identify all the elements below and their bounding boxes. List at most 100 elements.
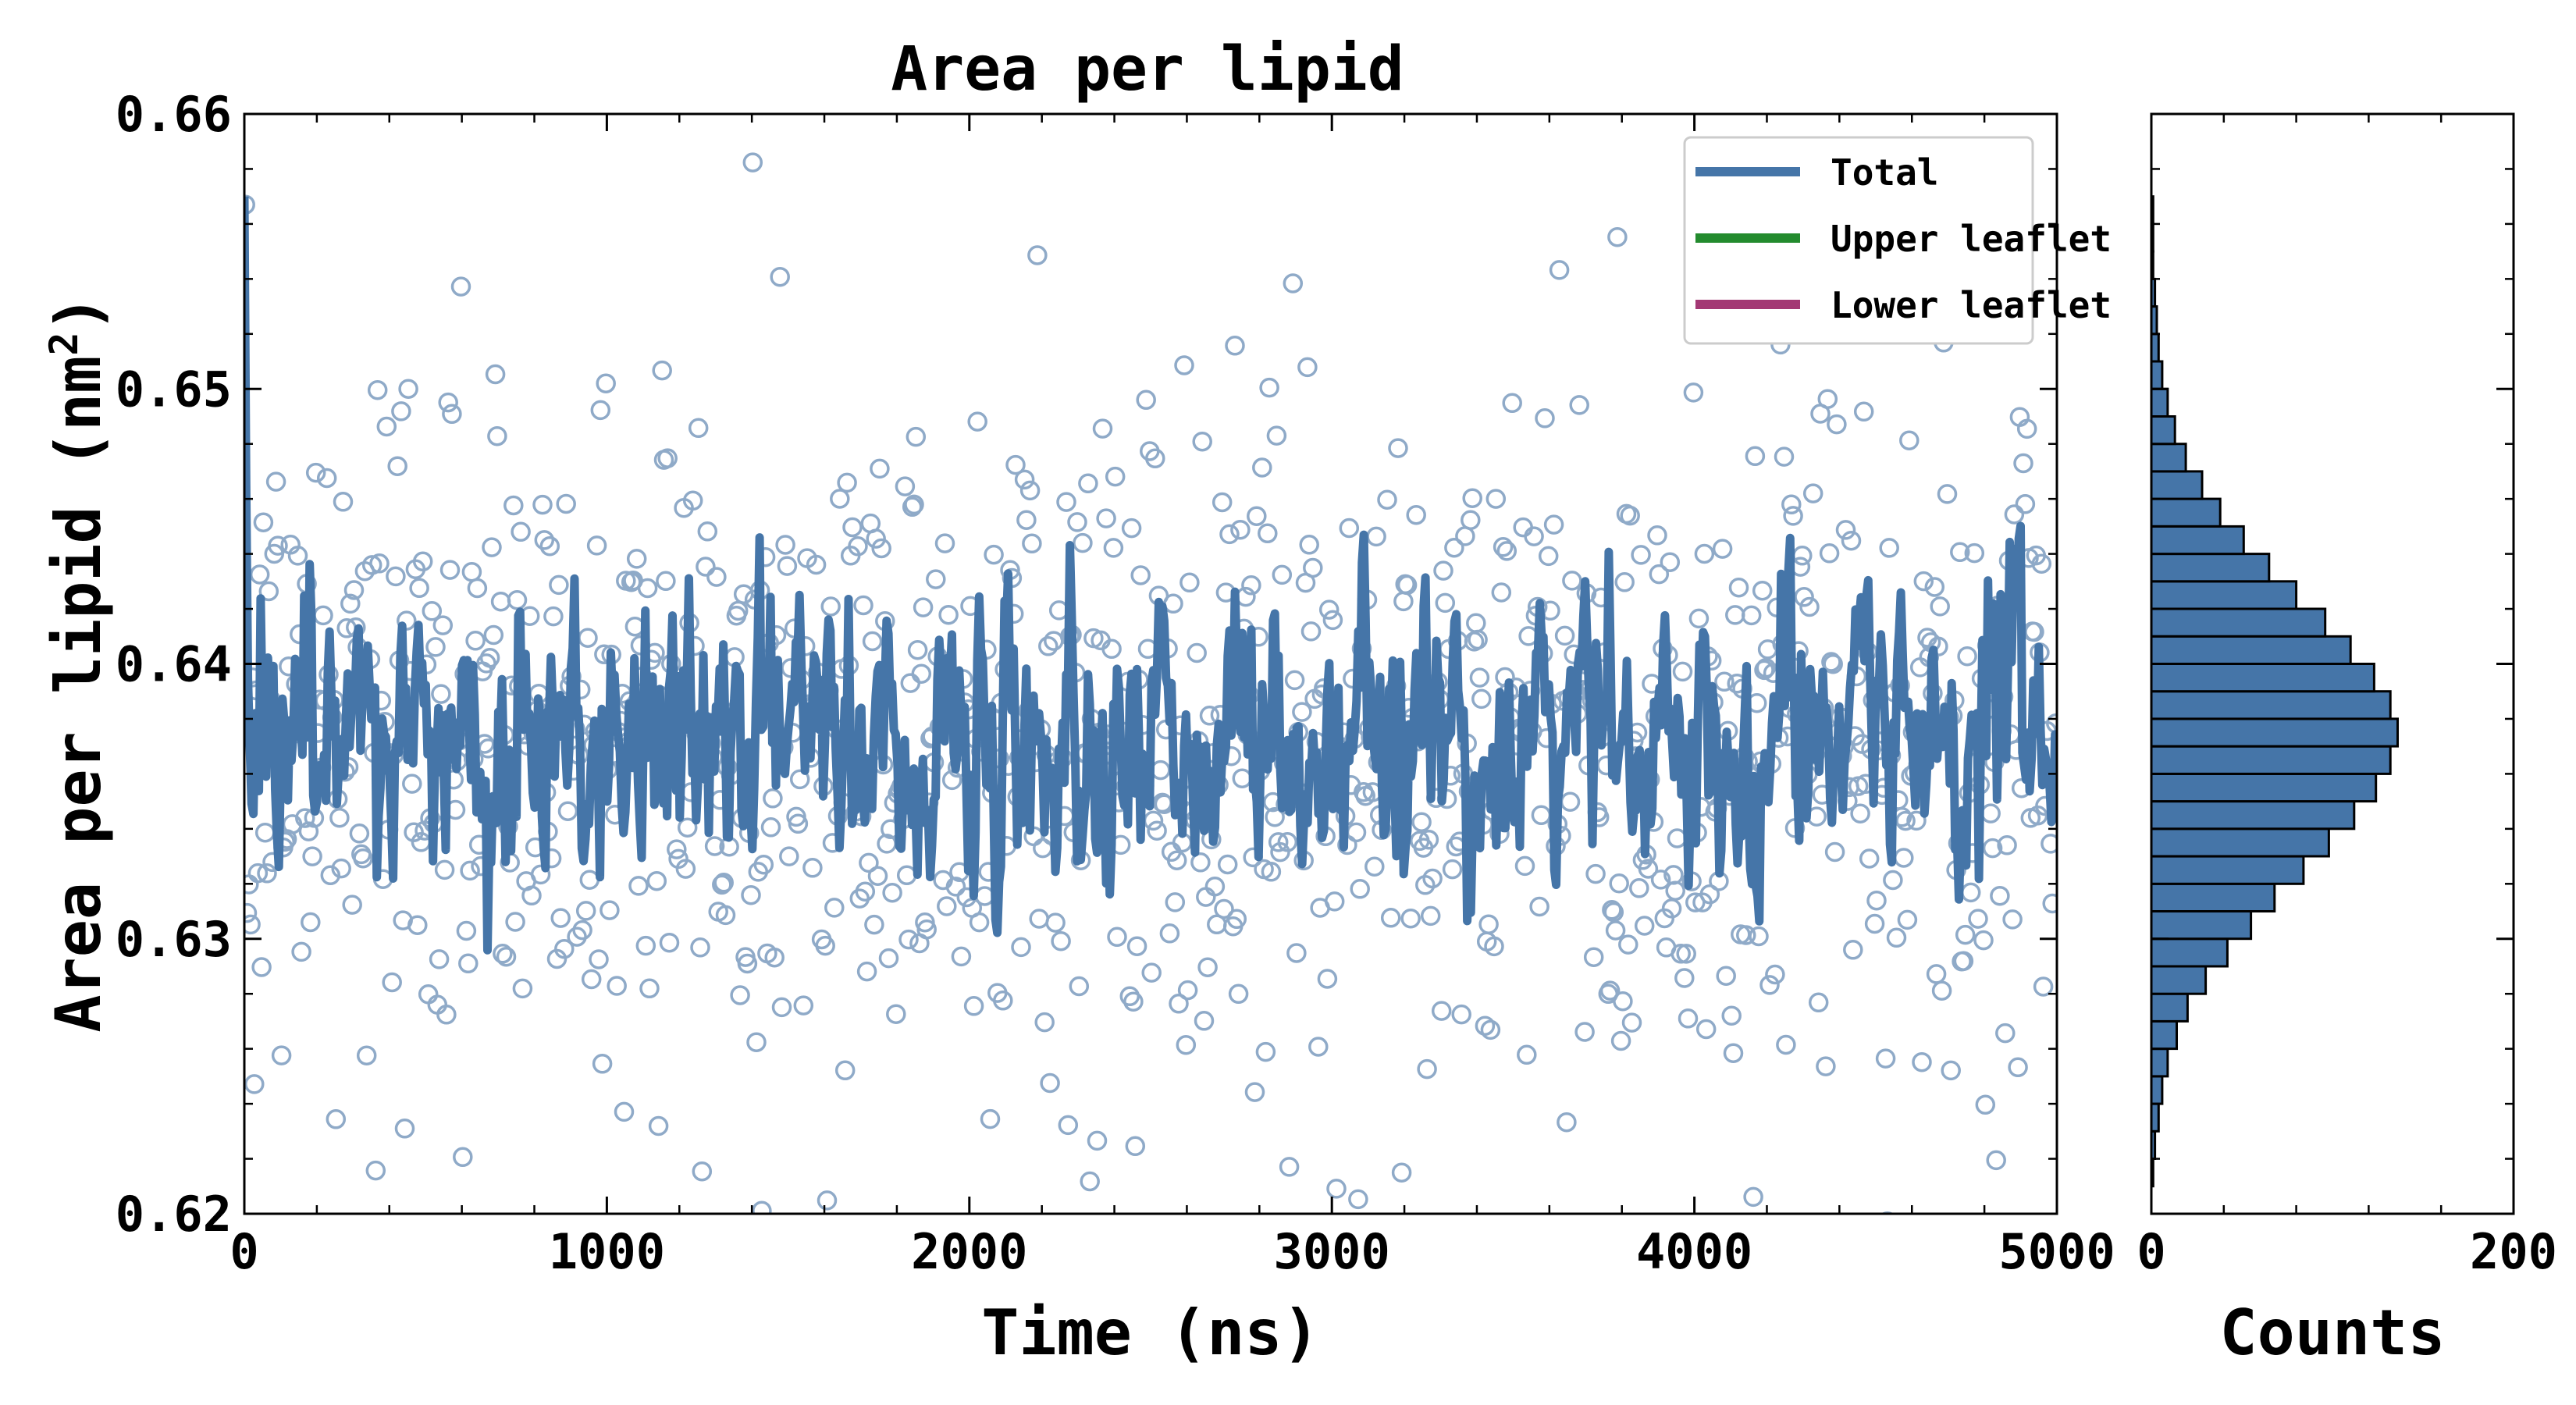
scatter-point	[907, 639, 928, 660]
scatter-point	[878, 948, 899, 969]
scatter-point	[402, 774, 422, 794]
histogram-bar	[2150, 855, 2305, 885]
scatter-point	[1480, 1019, 1501, 1040]
scatter-point	[1484, 936, 1504, 957]
scatter-point	[429, 949, 450, 969]
scatter-point	[1968, 909, 1988, 929]
scatter-point	[628, 876, 649, 896]
scatter-point	[1634, 916, 1655, 936]
scatter-point	[1422, 868, 1443, 889]
scatter-point	[1126, 936, 1147, 956]
total-smoothed-line-layer	[244, 196, 2057, 955]
scatter-point	[340, 593, 361, 614]
scatter-point	[1864, 913, 1885, 934]
scatter-point	[1034, 1012, 1055, 1033]
scatter-point	[614, 1101, 635, 1122]
scatter-point	[343, 580, 365, 600]
histogram-bar	[2150, 937, 2229, 968]
scatter-point	[465, 631, 486, 651]
scatter-point	[251, 957, 272, 977]
scatter-point	[1817, 389, 1838, 409]
scatter-point	[1649, 564, 1670, 585]
scatter-point	[607, 976, 627, 996]
scatter-point	[1103, 538, 1124, 558]
scatter-point	[387, 456, 407, 476]
scatter-point	[648, 1115, 669, 1136]
scatter-point	[1875, 1048, 1896, 1069]
scatter-point	[788, 813, 809, 834]
scatter-point	[1776, 1034, 1796, 1055]
scatter-point	[268, 535, 288, 556]
x-tick-label: 2000	[911, 1223, 1027, 1280]
scatter-point	[704, 836, 725, 856]
scatter-point	[1318, 599, 1340, 620]
scatter-point	[764, 947, 785, 968]
scatter-point	[398, 379, 418, 399]
scatter-point	[1228, 984, 1249, 1005]
scatter-point	[1022, 533, 1042, 554]
scatter-point	[1067, 512, 1087, 532]
total-line	[244, 196, 2057, 955]
scatter-point	[557, 801, 578, 821]
scatter-point	[1147, 820, 1167, 841]
scatter-point	[1883, 870, 1903, 891]
scatter-point	[1995, 1023, 2016, 1044]
histogram-bar	[2150, 965, 2208, 995]
histogram-bar	[2150, 690, 2392, 720]
scatter-point	[436, 1005, 457, 1025]
histogram-bar	[2150, 772, 2378, 803]
scatter-point	[1728, 577, 1749, 598]
scatter-point	[1745, 446, 1766, 467]
scatter-point	[1431, 1001, 1452, 1021]
scatter-point	[1286, 943, 1307, 963]
scatter-point	[1411, 812, 1432, 832]
scatter-point	[793, 995, 814, 1016]
scatter-point	[746, 1032, 767, 1052]
scatter-point	[789, 769, 810, 790]
scatter-point	[1125, 1136, 1146, 1157]
scatter-point	[342, 895, 362, 915]
scatter-point	[295, 808, 315, 828]
scatter-point	[386, 566, 406, 587]
scatter-point	[913, 597, 934, 617]
scatter-point	[467, 578, 488, 599]
scatter-point	[1524, 526, 1544, 546]
scatter-point	[407, 915, 428, 935]
scatter-point	[1475, 1016, 1496, 1036]
scatter-point	[848, 536, 868, 557]
scatter-point	[1913, 571, 1934, 592]
scatter-point	[1982, 838, 2003, 859]
scatter-point	[600, 900, 620, 920]
scatter-point	[1121, 518, 1142, 539]
scatter-point	[2042, 893, 2057, 914]
scatter-point	[1583, 947, 1604, 967]
scatter-point	[1930, 596, 1950, 617]
scatter-point	[1217, 854, 1238, 875]
scatter-point	[1261, 862, 1282, 882]
scatter-point	[1610, 1030, 1631, 1051]
scatter-point	[438, 392, 458, 413]
scatter-point	[870, 458, 890, 479]
scatter-point	[1190, 852, 1211, 873]
scatter-point	[1496, 541, 1517, 561]
scatter-point	[1078, 473, 1098, 494]
scatter-point	[590, 400, 611, 421]
scatter-point	[938, 604, 959, 625]
scatter-point	[1678, 1008, 1699, 1029]
scatter-point	[637, 578, 658, 599]
y-axis-title: Area per lipid (nm2)	[41, 294, 115, 1032]
scatter-point	[1130, 565, 1151, 585]
scatter-point	[409, 578, 429, 599]
scatter-point	[487, 425, 507, 446]
scatter-point	[1781, 494, 1802, 515]
scatter-point	[425, 637, 446, 657]
scatter-point	[1284, 670, 1305, 691]
scatter-point	[507, 589, 528, 610]
scatter-point	[1299, 535, 1319, 555]
scatter-point	[543, 606, 564, 627]
scatter-point	[1808, 992, 1829, 1013]
scatter-point	[1549, 260, 1570, 280]
scatter-point	[1045, 912, 1066, 933]
scatter-point	[1462, 488, 1482, 508]
scatter-point	[1105, 466, 1126, 487]
